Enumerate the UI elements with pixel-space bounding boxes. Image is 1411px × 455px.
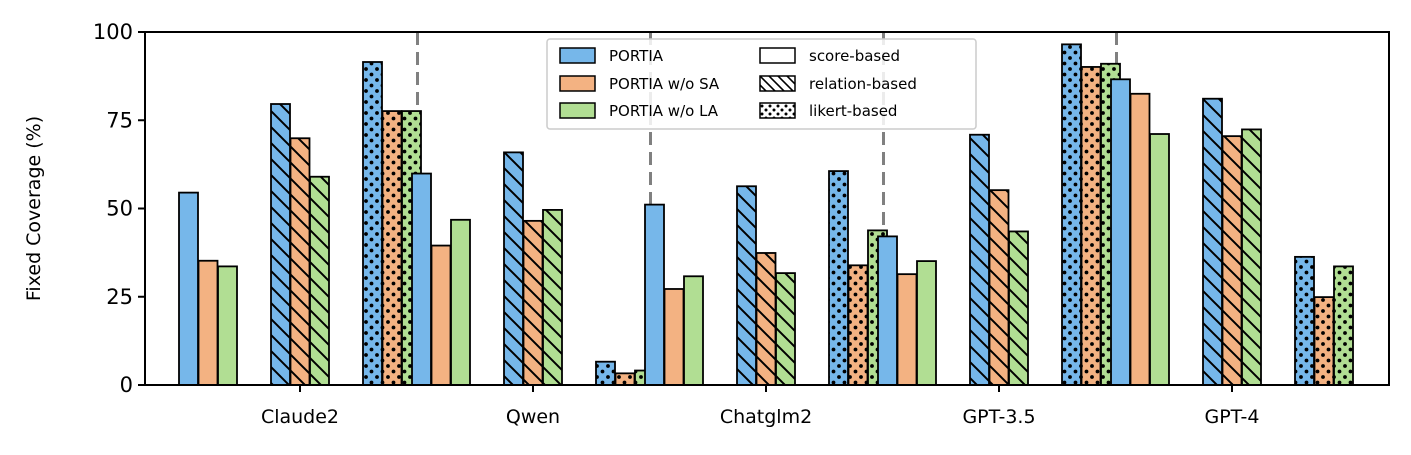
bar-gpt-3-5-score-based-portia-w-o-la xyxy=(917,261,936,385)
legend-label-likert-based: likert-based xyxy=(809,102,897,120)
bar-hatch xyxy=(1062,44,1081,385)
bar-hatch xyxy=(776,273,795,385)
bar-hatch xyxy=(1009,231,1028,385)
legend-swatch-likert-based xyxy=(759,102,796,119)
legend-swatch-portia-w-o-sa xyxy=(559,75,596,92)
bar-hatch xyxy=(1242,129,1261,385)
bar-hatch xyxy=(543,209,562,385)
x-axis: Claude2 Qwen Chatglm2 GPT-3.5 GPT-4 xyxy=(261,385,1260,428)
bar-hatch xyxy=(1203,98,1222,385)
bar-claude2-score-based-portia-w-o-sa xyxy=(198,260,218,385)
legend: PORTIA PORTIA w/o SA PORTIA w/o LA score-ba… xyxy=(546,38,977,130)
legend-swatch-portia-w-o-la xyxy=(559,102,596,119)
bar-chatglm2-score-based-portia-w-o-sa xyxy=(664,288,684,385)
bar-hatch xyxy=(1334,266,1353,385)
x-tick-label-gpt-4: GPT-4 xyxy=(1205,406,1260,428)
bar-hatch xyxy=(829,171,848,385)
bar-gpt-3-5-score-based-portia xyxy=(878,236,897,385)
x-tick-label-qwen: Qwen xyxy=(506,406,560,428)
bar-hatch xyxy=(504,152,523,385)
bar-hatch xyxy=(1222,136,1242,385)
bar-qwen-score-based-portia-w-o-sa xyxy=(431,245,451,385)
bar-claude2-score-based-portia-w-o-la xyxy=(218,266,237,385)
bar-qwen-score-based-portia xyxy=(412,173,431,385)
bar-hatch xyxy=(1081,66,1101,386)
bar-hatch xyxy=(596,361,615,385)
bar-hatch xyxy=(970,134,989,385)
bar-hatch xyxy=(756,252,776,385)
bar-hatch xyxy=(382,111,402,386)
bar-hatch xyxy=(989,190,1009,385)
bar-chatglm2-score-based-portia-w-o-la xyxy=(684,276,703,385)
bar-hatch xyxy=(523,220,543,385)
bar-hatch xyxy=(1314,297,1334,385)
y-tick-label: 75 xyxy=(106,108,133,132)
legend-label-score-based: score-based xyxy=(809,47,900,65)
legend-swatch-portia xyxy=(559,47,596,64)
y-axis-title: Fixed Coverage (%) xyxy=(23,116,45,301)
legend-label-portia-w-o-sa: PORTIA w/o SA xyxy=(609,75,720,93)
legend-label-relation-based: relation-based xyxy=(809,75,917,93)
bar-gpt-3-5-score-based-portia-w-o-sa xyxy=(897,274,917,385)
x-tick-label-gpt-3-5: GPT-3.5 xyxy=(962,406,1035,428)
bar-hatch xyxy=(290,138,310,385)
bar-gpt-4-score-based-portia xyxy=(1111,79,1130,385)
bar-qwen-score-based-portia-w-o-la xyxy=(451,219,470,385)
legend-label-portia-w-o-la: PORTIA w/o LA xyxy=(609,102,719,120)
bars xyxy=(178,43,1354,386)
bar-hatch xyxy=(310,176,329,385)
x-tick-label-chatglm2: Chatglm2 xyxy=(720,406,812,428)
y-axis: 0 25 50 75 100 xyxy=(93,20,145,397)
legend-swatch-relation-based xyxy=(759,75,796,92)
bar-hatch xyxy=(737,186,756,385)
legend-label-portia: PORTIA xyxy=(609,47,664,65)
bar-hatch xyxy=(1295,256,1314,385)
y-tick-label: 25 xyxy=(106,285,133,309)
legend-swatch-score-based xyxy=(759,47,796,64)
y-tick-label: 100 xyxy=(93,20,133,44)
y-tick-label: 50 xyxy=(106,197,133,221)
bar-hatch xyxy=(271,104,290,386)
bar-hatch xyxy=(615,373,635,385)
bar-hatch xyxy=(363,62,382,385)
x-tick-label-claude2: Claude2 xyxy=(261,406,339,428)
bar-claude2-score-based-portia xyxy=(179,192,198,385)
bar-gpt-4-score-based-portia-w-o-sa xyxy=(1130,93,1150,386)
y-tick-label: 0 xyxy=(120,373,133,397)
bar-hatch xyxy=(848,265,868,385)
bar-chatglm2-score-based-portia xyxy=(645,204,664,385)
bar-gpt-4-score-based-portia-w-o-la xyxy=(1150,134,1169,385)
